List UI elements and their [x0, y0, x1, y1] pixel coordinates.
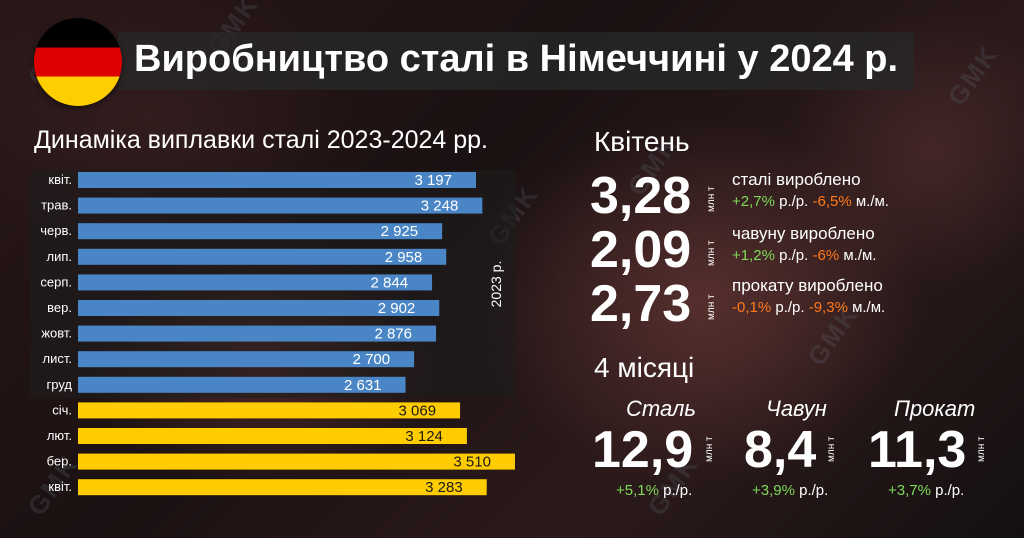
april-iron-label: чавуну вироблено: [732, 224, 875, 243]
four-months-rolled-pct: +3,7%: [888, 482, 931, 499]
four-months-rolled-suffix: р./р.: [935, 482, 965, 499]
data-label: 3 197: [414, 172, 452, 189]
april-rolled-mom-suffix: м./м.: [852, 299, 886, 316]
april-iron-value: 2,09: [590, 221, 692, 279]
april-rolled-changes: -0,1% р./р. -9,3% м./м.: [732, 299, 885, 316]
category-label: бер.: [47, 454, 72, 469]
bar-2023: [78, 376, 406, 393]
april-steel-yoy-suffix: р./р.: [779, 193, 809, 210]
bar-2023: [78, 223, 443, 240]
germany-flag-icon: [34, 18, 122, 106]
category-label: квіт.: [48, 479, 72, 494]
four-months-rolled-unit: млн т: [976, 436, 987, 462]
bar-2024: [78, 402, 461, 419]
four-months-steel-pct: +5,1%: [616, 482, 659, 499]
four-months-iron-suffix: р./р.: [799, 482, 829, 499]
april-steel-mom: -6,5%: [812, 193, 852, 210]
category-label: лист.: [43, 351, 72, 366]
category-label: жовт.: [41, 326, 72, 341]
data-label: 2 700: [353, 351, 391, 368]
four-months-rolled-value: 11,3: [868, 421, 967, 479]
april-title: Квітень: [594, 126, 690, 157]
april-steel-changes: +2,7% р./р. -6,5% м./м.: [732, 193, 889, 210]
april-rolled-yoy: -0,1%: [732, 299, 772, 316]
four-months-iron-name: Чавун: [766, 396, 827, 421]
four-months-rolled-change: +3,7% р./р.: [888, 482, 964, 499]
category-label: січ.: [52, 402, 72, 417]
category-label: серп.: [40, 274, 72, 289]
category-label: черв.: [40, 223, 72, 238]
bar-2024: [78, 453, 515, 470]
april-iron-changes: +1,2% р./р. -6% м./м.: [732, 247, 876, 264]
chart-title: Динаміка виплавки сталі 2023-2024 рр.: [34, 126, 489, 154]
april-steel-value: 3,28: [590, 167, 692, 225]
april-rolled-label: прокату вироблено: [732, 276, 883, 295]
bar-2024: [78, 428, 467, 444]
category-label: лют.: [47, 428, 72, 443]
april-steel-label: сталі вироблено: [732, 170, 861, 189]
page-title: Виробництво сталі в Німеччині у 2024 р.: [134, 38, 899, 80]
four-months-steel-change: +5,1% р./р.: [616, 482, 692, 499]
header-bar: [118, 32, 914, 90]
category-label: груд: [47, 377, 73, 392]
bar-2023: [78, 300, 440, 316]
april-rolled-yoy-suffix: р./р.: [775, 299, 805, 316]
four-months-steel-value: 12,9: [592, 421, 694, 479]
bar-2023: [78, 248, 447, 265]
four-months-iron-unit: млн т: [826, 436, 837, 462]
four-months-iron-value: 8,4: [744, 421, 817, 479]
four-months-steel-suffix: р./р.: [663, 482, 693, 499]
four-months-iron-pct: +3,9%: [752, 482, 795, 499]
april-iron-yoy: +1,2%: [732, 247, 775, 264]
data-label: 3 124: [405, 428, 443, 445]
four-months-steel-unit: млн т: [704, 436, 715, 462]
april-iron-mom: -6%: [812, 247, 840, 264]
april-iron-unit: млн т: [706, 240, 717, 266]
april-steel-yoy: +2,7%: [732, 193, 775, 210]
april-iron-mom-suffix: м./м.: [843, 247, 877, 264]
bar-chart: квіт. 3 197 трав. 3 248 черв. 2 925 лип. 2 958 с…: [40, 172, 515, 496]
april-steel-mom-suffix: м./м.: [855, 193, 889, 210]
four-months-title: 4 місяці: [594, 352, 695, 383]
data-label: 2 958: [385, 249, 423, 266]
data-label: 3 510: [453, 454, 491, 471]
bar-2023: [78, 351, 415, 368]
bar-2023: [78, 197, 483, 214]
four-months-rolled-name: Прокат: [894, 396, 976, 421]
category-label: трав.: [41, 198, 72, 213]
category-label: вер.: [47, 300, 72, 315]
april-rolled-unit: млн т: [706, 294, 717, 320]
data-label: 2 844: [371, 274, 409, 291]
april-rolled-mom: -9,3%: [808, 299, 848, 316]
april-steel-unit: млн т: [706, 186, 717, 212]
bar-2023: [78, 274, 433, 291]
data-label: 3 248: [421, 198, 459, 215]
four-months-iron-change: +3,9% р./р.: [752, 482, 828, 499]
data-label: 3 283: [425, 479, 463, 496]
april-iron-yoy-suffix: р./р.: [779, 247, 809, 264]
category-label: квіт.: [48, 172, 72, 187]
data-label: 3 069: [399, 402, 437, 419]
category-label: лип.: [47, 249, 73, 264]
bar-2024: [78, 479, 487, 496]
data-label: 2 902: [378, 300, 416, 317]
bar-2023: [78, 325, 437, 342]
data-label: 2 631: [344, 377, 382, 394]
four-months-steel-name: Сталь: [626, 396, 696, 421]
data-label: 2 925: [381, 223, 419, 240]
april-rolled-value: 2,73: [590, 275, 692, 333]
bar-2023: [78, 172, 476, 188]
data-label: 2 876: [374, 326, 412, 343]
